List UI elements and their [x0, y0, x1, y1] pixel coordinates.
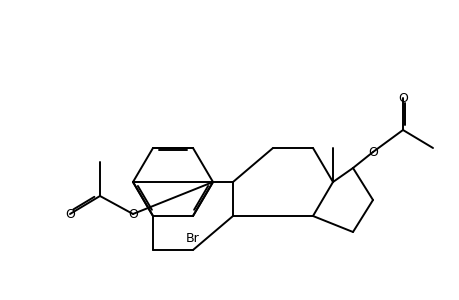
Text: O: O	[367, 146, 377, 158]
Text: O: O	[128, 208, 138, 220]
Text: Br: Br	[186, 232, 200, 244]
Text: O: O	[65, 208, 75, 220]
Text: O: O	[397, 92, 407, 104]
